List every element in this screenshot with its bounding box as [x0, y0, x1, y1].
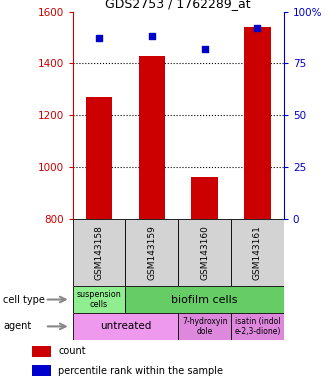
Text: 7-hydroxyin
dole: 7-hydroxyin dole: [182, 317, 227, 336]
Bar: [231, 219, 284, 286]
Text: biofilm cells: biofilm cells: [171, 295, 238, 305]
Text: isatin (indol
e-2,3-dione): isatin (indol e-2,3-dione): [234, 317, 280, 336]
Bar: [125, 286, 284, 313]
Bar: [32, 365, 51, 376]
Bar: [125, 219, 178, 286]
Point: [96, 35, 102, 41]
Bar: [73, 219, 125, 286]
Text: agent: agent: [3, 321, 32, 331]
Point: [202, 46, 207, 52]
Point: [149, 33, 154, 40]
Title: GDS2753 / 1762289_at: GDS2753 / 1762289_at: [105, 0, 251, 10]
Bar: [244, 27, 271, 219]
Text: percentile rank within the sample: percentile rank within the sample: [58, 366, 223, 376]
Bar: [73, 286, 125, 313]
Text: untreated: untreated: [100, 321, 151, 331]
Text: GSM143159: GSM143159: [147, 225, 156, 280]
Bar: [178, 219, 231, 286]
Bar: [178, 313, 231, 340]
Text: GSM143158: GSM143158: [94, 225, 104, 280]
Text: GSM143161: GSM143161: [253, 225, 262, 280]
Point: [255, 25, 260, 31]
Text: count: count: [58, 346, 86, 356]
Text: suspension
cells: suspension cells: [77, 290, 121, 309]
Bar: [139, 56, 165, 219]
Bar: [86, 97, 112, 219]
Bar: [191, 177, 218, 219]
Text: GSM143160: GSM143160: [200, 225, 209, 280]
Text: cell type: cell type: [3, 295, 45, 305]
Bar: [73, 313, 178, 340]
Bar: [32, 346, 51, 357]
Bar: [231, 313, 284, 340]
